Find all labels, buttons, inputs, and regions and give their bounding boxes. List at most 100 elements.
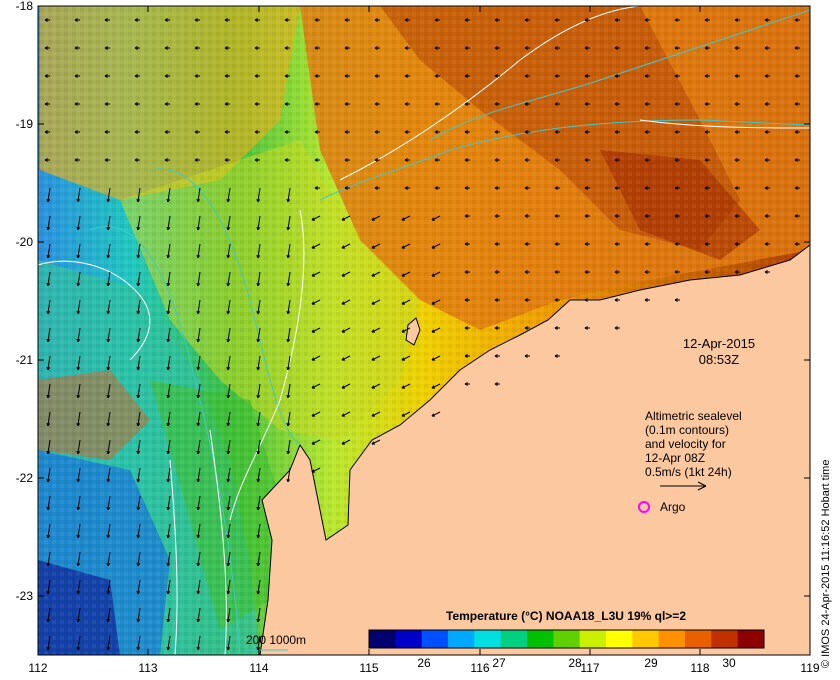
velocity-arrow bbox=[371, 383, 381, 389]
velocity-arrow bbox=[286, 355, 291, 371]
velocity-arrow bbox=[196, 439, 201, 455]
velocity-arrow bbox=[374, 46, 380, 50]
colorbar-swatch bbox=[685, 630, 712, 648]
velocity-arrow bbox=[134, 46, 140, 50]
velocity-arrow bbox=[584, 102, 590, 106]
island bbox=[405, 317, 421, 346]
velocity-arrow bbox=[764, 186, 770, 190]
velocity-arrow bbox=[734, 186, 740, 190]
velocity-arrow bbox=[404, 130, 410, 134]
altimetry-line2: (0.1m contours) bbox=[645, 423, 729, 437]
velocity-arrow bbox=[286, 439, 291, 455]
velocity-arrow bbox=[494, 382, 500, 386]
velocity-arrow bbox=[196, 467, 201, 483]
velocity-arrow bbox=[764, 74, 770, 78]
velocity-arrow bbox=[196, 243, 201, 259]
colorbar-tick-label: 27 bbox=[492, 656, 506, 670]
velocity-arrow bbox=[644, 158, 650, 162]
velocity-arrow bbox=[674, 242, 680, 246]
velocity-arrow bbox=[44, 18, 50, 22]
velocity-arrow bbox=[374, 186, 380, 190]
velocity-arrow bbox=[464, 214, 470, 218]
velocity-arrow bbox=[76, 467, 81, 483]
velocity-arrow bbox=[524, 326, 530, 330]
velocity-arrow bbox=[464, 326, 470, 330]
velocity-arrow bbox=[734, 242, 740, 246]
velocity-arrow bbox=[256, 187, 261, 203]
velocity-arrow bbox=[74, 74, 80, 78]
velocity-arrow bbox=[166, 635, 171, 651]
velocity-arrow bbox=[196, 635, 201, 651]
velocity-arrow bbox=[44, 158, 50, 162]
altimetry-line5: 0.5m/s (1kt 24h) bbox=[645, 465, 732, 479]
velocity-arrow bbox=[286, 299, 291, 315]
velocity-arrow bbox=[554, 102, 560, 106]
velocity-arrow bbox=[314, 102, 320, 106]
velocity-arrow bbox=[226, 187, 231, 203]
depth-contours bbox=[89, 9, 810, 655]
velocity-arrow bbox=[224, 130, 230, 134]
velocity-arrow bbox=[226, 271, 231, 287]
velocity-arrow bbox=[644, 46, 650, 50]
velocity-arrow bbox=[524, 242, 530, 246]
velocity-arrow bbox=[494, 326, 500, 330]
velocity-arrow bbox=[166, 187, 171, 203]
velocity-arrow bbox=[404, 18, 410, 22]
velocity-arrow bbox=[341, 355, 351, 361]
date-line2: 08:53Z bbox=[699, 352, 740, 367]
colorbar-swatch bbox=[553, 630, 581, 648]
velocity-arrow bbox=[644, 298, 650, 302]
velocity-arrow bbox=[196, 383, 201, 399]
velocity-arrow bbox=[134, 18, 140, 22]
velocity-arrow bbox=[46, 327, 51, 343]
velocity-arrow bbox=[794, 158, 800, 162]
velocity-arrow bbox=[344, 130, 350, 134]
velocity-arrow bbox=[764, 130, 770, 134]
velocity-arrow bbox=[226, 467, 231, 483]
colorbar-swatch bbox=[711, 630, 739, 648]
velocity-arrow bbox=[196, 355, 201, 371]
velocity-arrow bbox=[734, 102, 740, 106]
velocity-arrow bbox=[404, 186, 410, 190]
velocity-arrow bbox=[401, 327, 411, 333]
velocity-arrow bbox=[494, 242, 500, 246]
velocity-arrow bbox=[524, 158, 530, 162]
velocity-arrow bbox=[76, 523, 81, 539]
velocity-arrow bbox=[341, 215, 351, 221]
velocity-arrow bbox=[434, 158, 440, 162]
velocity-arrow bbox=[341, 383, 351, 389]
velocity-arrow bbox=[434, 186, 440, 190]
velocity-arrow bbox=[431, 327, 441, 333]
velocity-arrow bbox=[166, 607, 171, 623]
velocity-arrow bbox=[166, 551, 171, 567]
velocity-arrow bbox=[644, 102, 650, 106]
velocity-arrow bbox=[256, 243, 261, 259]
velocity-arrow bbox=[286, 187, 291, 203]
velocity-arrow bbox=[196, 187, 201, 203]
velocity-arrow bbox=[166, 495, 171, 511]
velocity-arrow bbox=[614, 102, 620, 106]
x-tick-label: 118 bbox=[690, 661, 709, 675]
velocity-arrow bbox=[166, 383, 171, 399]
velocity-arrow bbox=[524, 214, 530, 218]
velocity-arrow bbox=[734, 158, 740, 162]
velocity-arrow bbox=[431, 411, 441, 417]
velocity-arrow bbox=[401, 411, 411, 417]
velocity-arrow bbox=[614, 242, 620, 246]
velocity-arrow bbox=[46, 523, 51, 539]
velocity-arrow bbox=[256, 215, 261, 231]
velocity-arrow bbox=[254, 130, 260, 134]
x-tick-label: 119 bbox=[800, 661, 819, 675]
velocity-arrow bbox=[674, 130, 680, 134]
velocity-arrow bbox=[494, 270, 500, 274]
colorbar-swatch bbox=[395, 630, 423, 648]
velocity-arrow bbox=[136, 495, 141, 511]
velocity-arrow bbox=[194, 18, 200, 22]
velocity-arrow bbox=[374, 18, 380, 22]
velocity-arrow bbox=[76, 439, 81, 455]
velocity-arrow bbox=[794, 214, 800, 218]
velocity-arrow bbox=[74, 46, 80, 50]
velocity-arrow bbox=[136, 551, 141, 567]
velocity-arrow bbox=[134, 74, 140, 78]
velocity-arrow bbox=[674, 270, 680, 274]
